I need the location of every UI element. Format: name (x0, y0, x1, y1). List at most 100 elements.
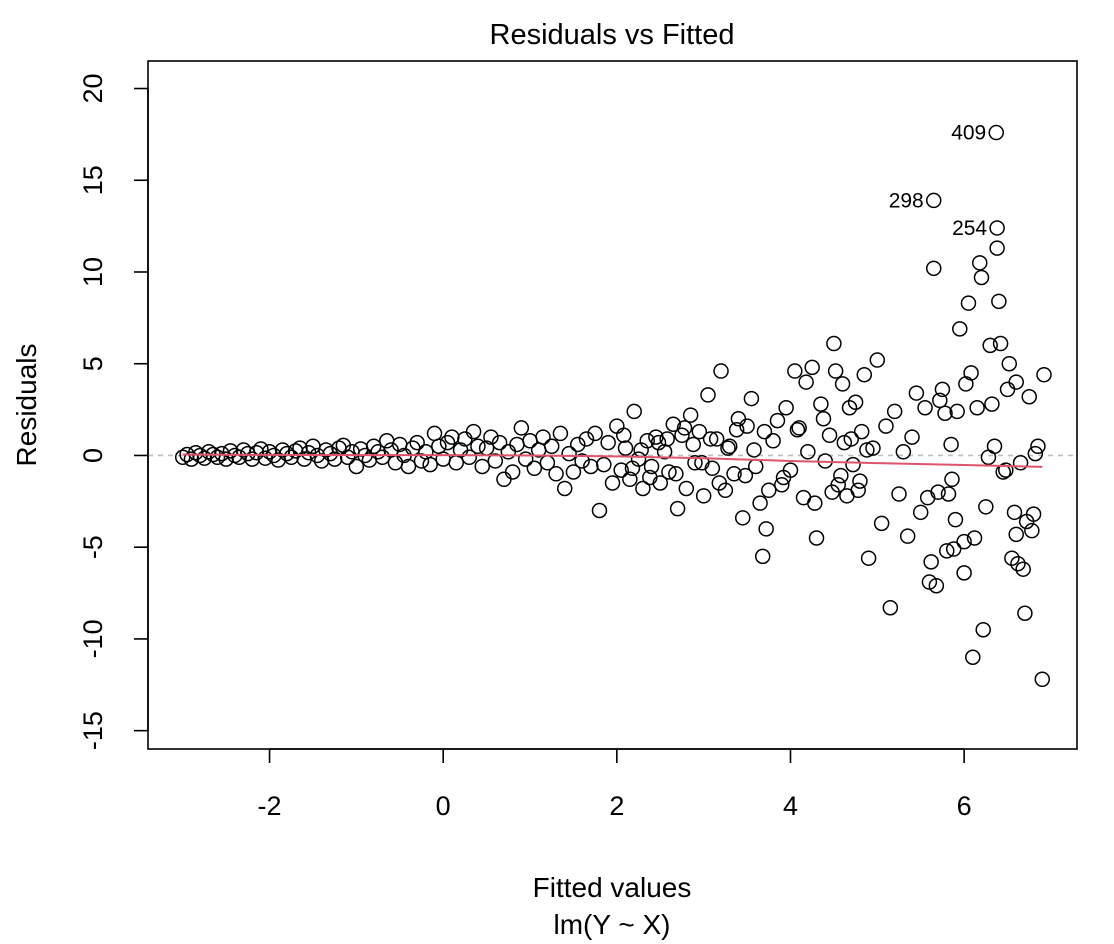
data-point (721, 438, 738, 455)
data-point (674, 427, 690, 444)
data-point (833, 467, 849, 484)
data-point (365, 438, 382, 455)
data-point (491, 434, 508, 451)
data-point (804, 359, 820, 376)
y-tick-label: 15 (78, 165, 108, 195)
data-point (556, 480, 573, 497)
data-point (980, 449, 997, 466)
data-point (513, 420, 530, 436)
data-point (969, 400, 985, 416)
data-point (708, 431, 725, 447)
data-point (774, 477, 790, 493)
data-point (791, 420, 807, 436)
data-point (535, 429, 551, 445)
y-axis-title: Residuals (11, 344, 42, 467)
data-point (845, 456, 861, 473)
y-tick-label: 5 (78, 356, 108, 371)
data-point (487, 453, 504, 469)
data-point (932, 392, 948, 409)
data-point (960, 295, 977, 311)
data-point (1008, 526, 1024, 543)
data-point (431, 438, 447, 455)
data-point (956, 533, 972, 550)
data-point (1034, 671, 1051, 688)
data-point (253, 441, 269, 457)
point-label: 298 (889, 189, 924, 212)
data-point (847, 394, 864, 410)
data-point (978, 499, 994, 515)
data-point (726, 466, 742, 482)
data-point (919, 489, 936, 506)
data-point (972, 255, 988, 271)
data-point (1015, 561, 1031, 577)
data-point (1021, 388, 1037, 405)
y-tick-label: -10 (78, 619, 108, 658)
data-point (1010, 555, 1026, 572)
data-point (526, 460, 543, 477)
data-point (940, 486, 957, 502)
data-point (694, 455, 710, 471)
labeled-data-point (989, 220, 1005, 236)
data-point (945, 541, 962, 557)
data-point (934, 381, 951, 398)
data-point (669, 500, 686, 517)
y-tick-label: -15 (78, 711, 108, 750)
data-point (1024, 522, 1040, 539)
data-point (548, 466, 564, 482)
data-point (474, 458, 491, 475)
point-labels-layer: 409 298 254 (889, 122, 988, 240)
data-point (685, 436, 701, 453)
data-point (643, 458, 660, 475)
x-tick-label: 2 (609, 791, 624, 821)
data-point (984, 396, 1000, 412)
data-point (815, 411, 832, 427)
data-point (209, 449, 226, 466)
plot-frame (147, 60, 1078, 750)
data-point (665, 416, 682, 433)
data-point (991, 293, 1007, 310)
data-point (700, 387, 716, 403)
data-point (856, 366, 873, 383)
y-tick-label: 0 (78, 448, 108, 463)
data-point (939, 543, 955, 559)
data-point (798, 374, 814, 390)
data-point (852, 473, 868, 489)
data-point (754, 548, 771, 565)
data-point (570, 436, 586, 453)
data-point (765, 433, 781, 449)
x-tick-label: 6 (957, 791, 972, 821)
data-point (522, 433, 538, 449)
data-point (604, 475, 621, 491)
data-point (947, 511, 964, 528)
data-point (912, 504, 929, 521)
data-point (998, 462, 1014, 478)
data-point (973, 269, 990, 286)
data-point (917, 400, 933, 416)
x-axis-subtitle: lm(Y ~ X) (554, 909, 671, 940)
data-point (778, 400, 794, 416)
data-point (574, 453, 590, 469)
data-point (642, 469, 658, 486)
data-point (882, 599, 899, 616)
x-axis-title: Fitted values (533, 872, 692, 903)
data-point (1027, 445, 1044, 462)
data-point (713, 363, 729, 379)
data-point (1012, 455, 1029, 471)
data-point (509, 436, 525, 453)
data-point (609, 418, 625, 434)
data-point (761, 482, 777, 499)
data-point (613, 462, 629, 478)
labeled-data-point (925, 192, 942, 209)
data-point (853, 423, 870, 440)
data-point (827, 363, 844, 379)
data-point (413, 453, 430, 469)
data-point (807, 495, 823, 511)
data-point (739, 418, 755, 434)
data-point (678, 480, 695, 497)
data-point (895, 444, 912, 460)
data-point (626, 403, 642, 420)
data-point (756, 423, 773, 440)
data-point (188, 444, 204, 461)
data-point (824, 484, 840, 500)
data-point (400, 458, 417, 475)
